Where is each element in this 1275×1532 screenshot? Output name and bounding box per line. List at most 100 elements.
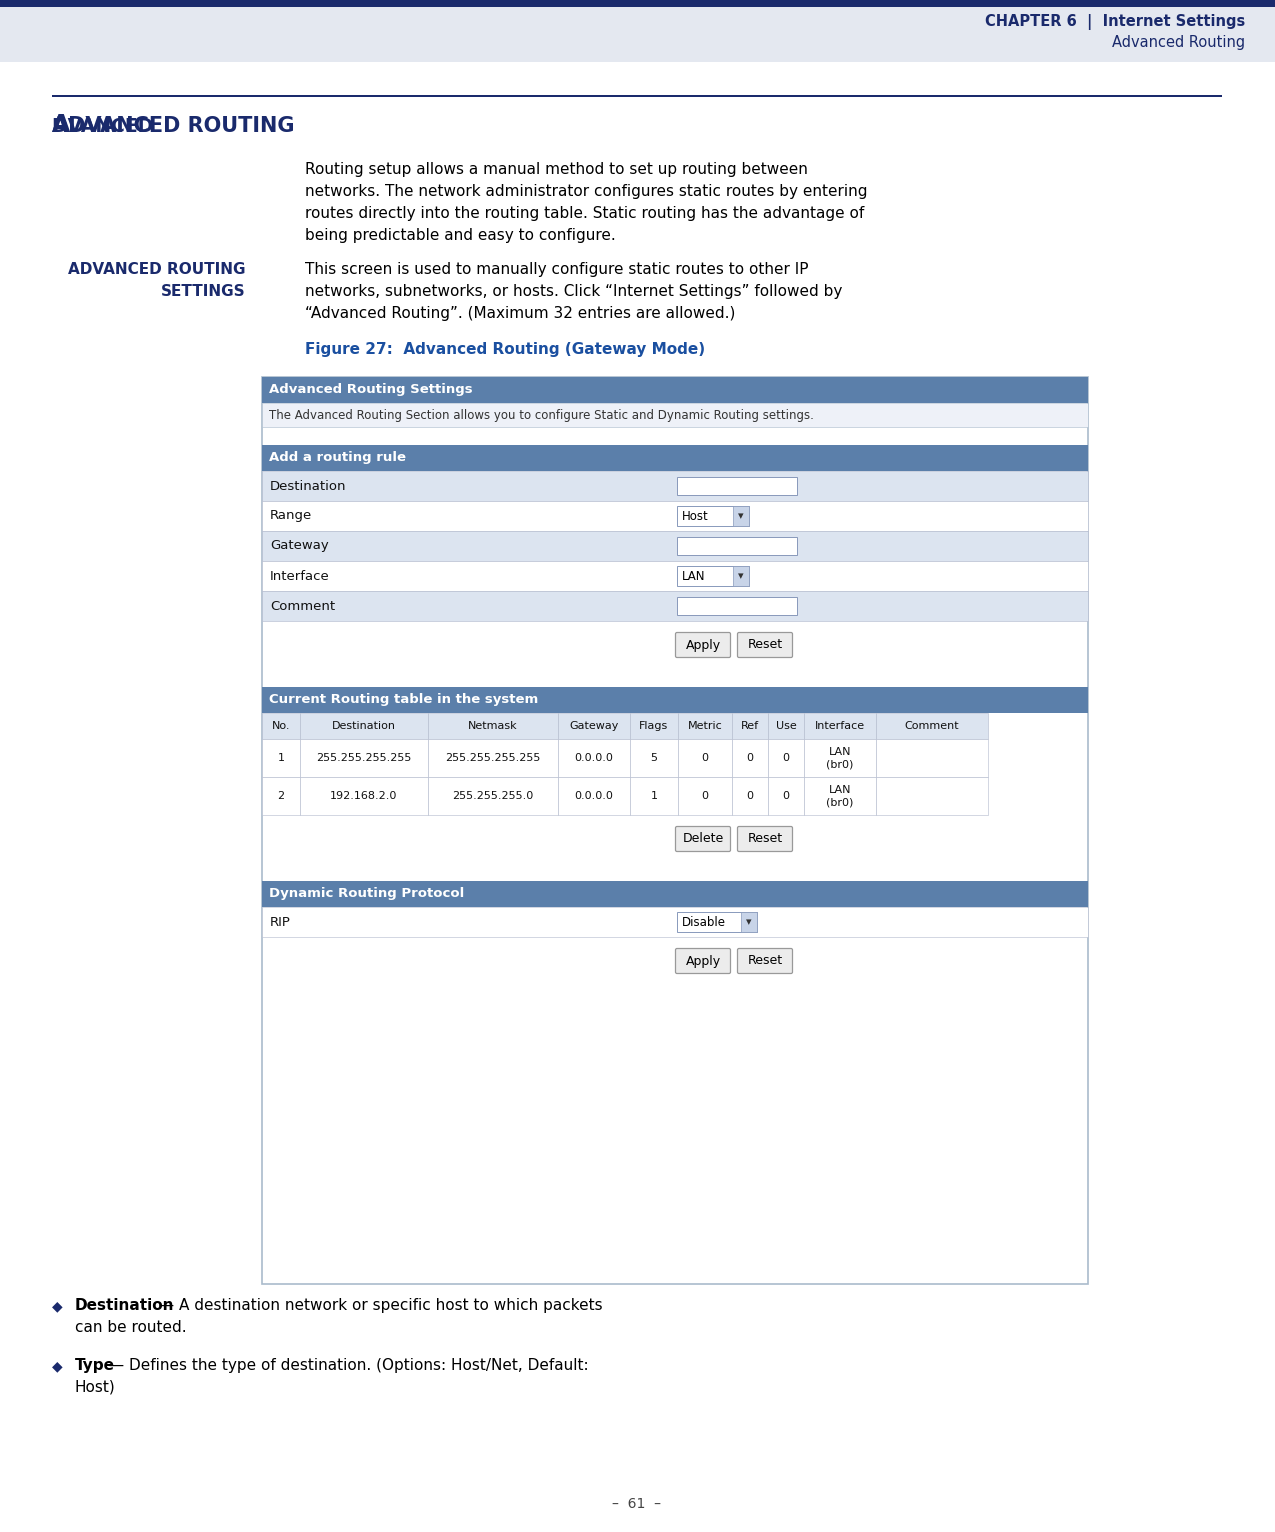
- Bar: [732, 712, 768, 738]
- Text: Disable: Disable: [682, 916, 725, 928]
- Text: Apply: Apply: [686, 639, 720, 651]
- Text: DVANCED: DVANCED: [52, 116, 159, 136]
- Text: Reset: Reset: [747, 832, 783, 846]
- Text: The Advanced Routing Section allows you to configure Static and Dynamic Routing : The Advanced Routing Section allows you …: [269, 409, 813, 421]
- Text: CHAPTER 6  |  Internet Settings: CHAPTER 6 | Internet Settings: [984, 14, 1244, 31]
- Text: SETTINGS: SETTINGS: [161, 283, 245, 299]
- Text: 255.255.255.255: 255.255.255.255: [316, 754, 412, 763]
- Text: Comment: Comment: [905, 722, 959, 731]
- Text: Delete: Delete: [682, 832, 724, 846]
- Text: Advanced Routing: Advanced Routing: [1112, 35, 1244, 49]
- Bar: [261, 738, 300, 777]
- Text: — A destination network or specific host to which packets: — A destination network or specific host…: [154, 1298, 603, 1313]
- Text: 2: 2: [278, 791, 284, 801]
- Bar: [630, 777, 678, 815]
- Text: This screen is used to manually configure static routes to other IP: This screen is used to manually configur…: [305, 262, 808, 277]
- Bar: [261, 561, 1088, 591]
- Bar: [428, 712, 558, 738]
- Bar: [741, 912, 757, 931]
- Bar: [261, 444, 1088, 470]
- Bar: [677, 912, 757, 931]
- Text: Flags: Flags: [639, 722, 668, 731]
- Text: Current Routing table in the system: Current Routing table in the system: [269, 694, 538, 706]
- Bar: [558, 738, 630, 777]
- Bar: [677, 538, 797, 555]
- Bar: [768, 777, 805, 815]
- Bar: [768, 738, 805, 777]
- Text: Reset: Reset: [747, 954, 783, 968]
- Bar: [677, 565, 748, 587]
- Bar: [261, 777, 300, 815]
- Bar: [630, 712, 678, 738]
- Bar: [733, 565, 748, 587]
- Bar: [261, 712, 300, 738]
- Bar: [805, 712, 876, 738]
- FancyBboxPatch shape: [737, 826, 793, 852]
- Text: “Advanced Routing”. (Maximum 32 entries are allowed.): “Advanced Routing”. (Maximum 32 entries …: [305, 306, 736, 322]
- Text: ▾: ▾: [738, 571, 743, 581]
- Bar: [261, 377, 1088, 403]
- Text: Destination: Destination: [75, 1298, 175, 1313]
- Text: A: A: [52, 113, 70, 136]
- Text: Interface: Interface: [815, 722, 864, 731]
- Text: 1: 1: [650, 791, 658, 801]
- Text: ADVANCED ROUTING: ADVANCED ROUTING: [68, 262, 245, 277]
- Bar: [678, 777, 732, 815]
- FancyBboxPatch shape: [676, 948, 731, 973]
- FancyBboxPatch shape: [737, 948, 793, 973]
- Text: Range: Range: [270, 510, 312, 522]
- Text: 5: 5: [650, 754, 658, 763]
- Text: –  61  –: – 61 –: [612, 1497, 662, 1511]
- Text: 0.0.0.0: 0.0.0.0: [575, 791, 613, 801]
- Text: 0: 0: [783, 791, 789, 801]
- Text: Routing setup allows a manual method to set up routing between: Routing setup allows a manual method to …: [305, 162, 808, 178]
- Text: Advanced Routing Settings: Advanced Routing Settings: [269, 383, 473, 397]
- Text: routes directly into the routing table. Static routing has the advantage of: routes directly into the routing table. …: [305, 205, 864, 221]
- Text: networks. The network administrator configures static routes by entering: networks. The network administrator conf…: [305, 184, 867, 199]
- Text: 0: 0: [701, 754, 709, 763]
- Text: LAN
(br0): LAN (br0): [826, 746, 854, 769]
- Text: Destination: Destination: [270, 480, 347, 492]
- FancyBboxPatch shape: [737, 633, 793, 657]
- Text: Add a routing rule: Add a routing rule: [269, 452, 405, 464]
- Bar: [732, 777, 768, 815]
- Text: can be routed.: can be routed.: [75, 1321, 186, 1334]
- Text: Metric: Metric: [687, 722, 723, 731]
- Text: ◆: ◆: [52, 1359, 62, 1373]
- FancyBboxPatch shape: [676, 826, 731, 852]
- Bar: [677, 506, 748, 525]
- Text: — Defines the type of destination. (Options: Host/Net, Default:: — Defines the type of destination. (Opti…: [103, 1357, 589, 1373]
- Text: LAN
(br0): LAN (br0): [826, 784, 854, 807]
- Text: LAN: LAN: [682, 570, 705, 582]
- Text: RIP: RIP: [270, 916, 291, 928]
- Text: 0: 0: [701, 791, 709, 801]
- Text: 255.255.255.0: 255.255.255.0: [453, 791, 534, 801]
- Bar: [428, 738, 558, 777]
- Text: ◆: ◆: [52, 1299, 62, 1313]
- Text: 255.255.255.255: 255.255.255.255: [445, 754, 541, 763]
- Text: 0.0.0.0: 0.0.0.0: [575, 754, 613, 763]
- Text: Destination: Destination: [332, 722, 397, 731]
- Text: Figure 27:  Advanced Routing (Gateway Mode): Figure 27: Advanced Routing (Gateway Mod…: [305, 342, 705, 357]
- Text: ▾: ▾: [746, 918, 752, 927]
- Text: Netmask: Netmask: [468, 722, 518, 731]
- Text: Host: Host: [682, 510, 709, 522]
- Bar: [805, 777, 876, 815]
- Bar: [261, 686, 1088, 712]
- Bar: [0, 0, 1275, 8]
- Bar: [630, 738, 678, 777]
- Bar: [678, 712, 732, 738]
- Text: Gateway: Gateway: [270, 539, 329, 553]
- Bar: [52, 95, 1221, 97]
- Bar: [677, 597, 797, 614]
- Bar: [300, 712, 428, 738]
- Bar: [300, 777, 428, 815]
- Text: Reset: Reset: [747, 639, 783, 651]
- Bar: [677, 476, 797, 495]
- Text: Use: Use: [775, 722, 797, 731]
- Bar: [428, 777, 558, 815]
- Bar: [558, 777, 630, 815]
- FancyBboxPatch shape: [676, 633, 731, 657]
- Bar: [876, 712, 988, 738]
- Bar: [261, 907, 1088, 938]
